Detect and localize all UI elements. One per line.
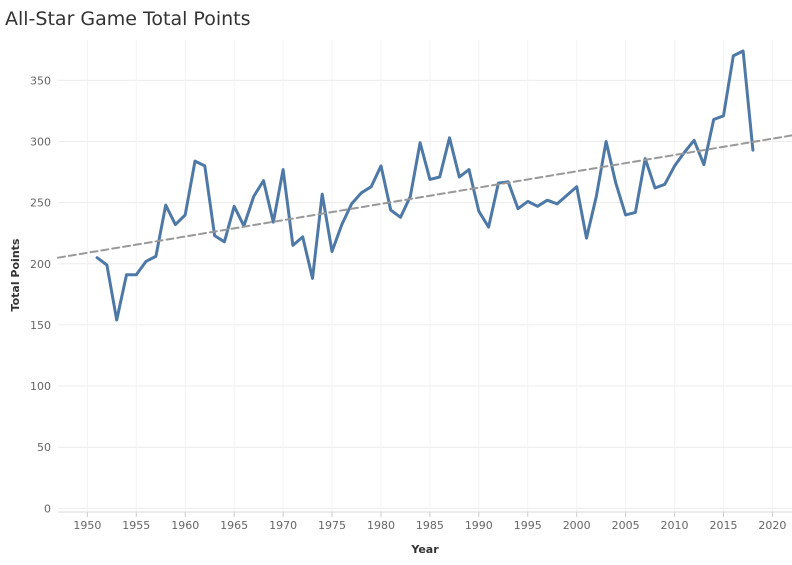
chart-title: All-Star Game Total Points <box>5 8 251 30</box>
x-tick-label: 1970 <box>269 519 297 532</box>
x-tick-label: 1955 <box>122 519 150 532</box>
x-tick-label: 1960 <box>171 519 199 532</box>
x-tick-label: 1995 <box>514 519 542 532</box>
y-tick-label: 150 <box>30 319 51 332</box>
trend-line <box>57 134 792 259</box>
x-axis-label: Year <box>410 543 439 556</box>
y-axis-ticks: 0 50 100 150 200 250 300 350 <box>30 74 51 515</box>
y-tick-label: 300 <box>30 135 51 148</box>
x-tick-label: 1975 <box>318 519 346 532</box>
x-tick-label: 2015 <box>709 519 737 532</box>
x-tick-label: 1990 <box>465 519 493 532</box>
x-tick-label: 1950 <box>73 519 101 532</box>
y-tick-label: 200 <box>30 258 51 271</box>
y-tick-label: 250 <box>30 197 51 210</box>
series-line <box>95 49 755 322</box>
x-tick-label: 1965 <box>220 519 248 532</box>
y-tick-label: 350 <box>30 74 51 87</box>
x-tick-label: 2010 <box>661 519 689 532</box>
x-tick-label: 2000 <box>563 519 591 532</box>
x-tick-label: 1985 <box>416 519 444 532</box>
x-tick-label: 2005 <box>612 519 640 532</box>
y-tick-label: 0 <box>44 502 51 515</box>
y-axis-label: Total Points <box>9 238 22 311</box>
y-tick-label: 100 <box>30 380 51 393</box>
y-tick-label: 50 <box>37 441 51 454</box>
gridlines <box>58 40 792 512</box>
series-lines <box>57 49 792 322</box>
x-tick-label: 1980 <box>367 519 395 532</box>
x-axis-ticks: 1950 1955 1960 1965 1970 1975 1980 1985 1990 1995… <box>58 511 792 532</box>
x-tick-label: 2020 <box>758 519 786 532</box>
